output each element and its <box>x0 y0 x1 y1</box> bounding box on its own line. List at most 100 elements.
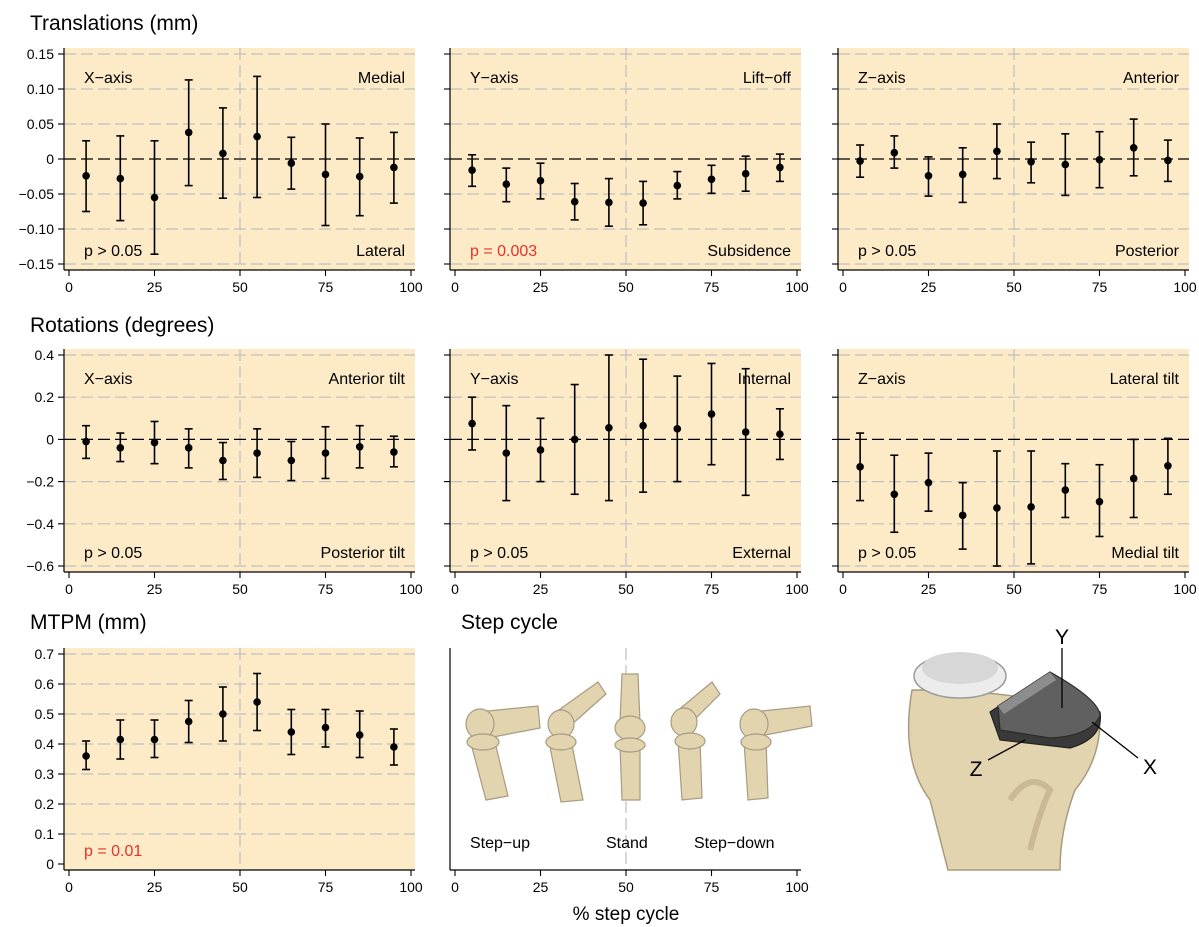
x-tick-label: 50 <box>232 581 248 597</box>
x-tick-label: 0 <box>451 279 459 295</box>
x-tick-label: 100 <box>399 279 423 295</box>
data-point <box>958 170 967 179</box>
y-tick-label: 0.15 <box>27 46 54 62</box>
shared-x-axis-label: % step cycle <box>573 904 680 925</box>
x-tick-label: 0 <box>451 879 459 895</box>
y-tick-label: 0.5 <box>35 706 55 722</box>
x-tick-label: 0 <box>839 279 847 295</box>
data-point <box>924 478 933 487</box>
panel-axis-title: Z−axis <box>858 371 906 388</box>
data-point <box>184 128 193 137</box>
implant-x-axis-label: X <box>1143 756 1157 779</box>
data-point <box>287 728 296 736</box>
data-point <box>1027 503 1035 511</box>
data-point <box>673 425 682 433</box>
data-point <box>1164 461 1172 470</box>
data-point <box>993 504 1001 512</box>
data-point <box>502 180 511 188</box>
data-point <box>321 449 330 457</box>
chart-trans-y: Y−axis Lift−off Subsidence p = 0.003 0 25 50 75… <box>444 48 809 295</box>
x-tick-label: 25 <box>921 581 937 597</box>
data-point <box>707 175 716 184</box>
direction-label-positive: Medial <box>358 70 405 87</box>
direction-label-positive: Anterior tilt <box>329 371 406 388</box>
p-value-label: p > 0.05 <box>84 243 142 260</box>
step-up-label: Step−up <box>470 835 530 852</box>
data-point <box>468 419 476 428</box>
data-point <box>253 132 261 141</box>
x-tick-label: 25 <box>147 279 163 295</box>
panel-axis-title: Z−axis <box>858 70 906 87</box>
data-point <box>184 717 193 726</box>
y-tick-label: 0.2 <box>35 796 55 812</box>
data-point <box>502 449 511 457</box>
y-tick-label: 0 <box>46 431 54 447</box>
data-point <box>856 463 864 471</box>
data-point <box>287 159 296 167</box>
x-tick-label: 100 <box>1173 581 1197 597</box>
direction-label-negative: Lateral <box>356 243 405 260</box>
data-point <box>958 511 967 520</box>
data-point <box>355 442 364 451</box>
x-tick-label: 75 <box>1092 581 1108 597</box>
data-point <box>253 449 261 457</box>
tibial-implant-axes-icon: Y Z X <box>907 626 1157 871</box>
data-point <box>605 198 613 207</box>
knee-illustrations <box>465 673 813 803</box>
mtpm-section-title: MTPM (mm) <box>30 611 147 634</box>
data-point <box>253 698 261 706</box>
data-point <box>219 456 227 465</box>
direction-label-negative: External <box>732 545 791 562</box>
x-tick-label: 0 <box>839 581 847 597</box>
y-tick-label: 0.6 <box>35 676 55 692</box>
data-point <box>468 166 476 174</box>
x-tick-label: 75 <box>704 879 720 895</box>
y-tick-label: −0.2 <box>26 474 54 490</box>
x-tick-label: 50 <box>1006 581 1022 597</box>
chart-trans-z: Z−axis Anterior Posterior p > 0.05 0 25 50 75 10… <box>832 48 1197 295</box>
data-point <box>570 197 579 206</box>
translations-section-title: Translations (mm) <box>30 12 198 35</box>
data-point <box>1095 155 1104 164</box>
x-tick-label: 25 <box>533 879 549 895</box>
data-point <box>116 174 125 183</box>
direction-label-positive: Lift−off <box>743 70 792 87</box>
x-tick-label: 100 <box>785 279 809 295</box>
x-tick-label: 75 <box>1092 279 1108 295</box>
y-tick-label: −0.10 <box>19 221 55 237</box>
chart-rot-z: Z−axis Lateral tilt Medial tilt p > 0.05 0 25… <box>832 349 1197 597</box>
chart-rot-x: −0.6 −0.4 −0.2 0 0.2 0.4 X−axis Anterior tilt Po… <box>26 347 423 597</box>
y-tick-label: 0.4 <box>35 347 55 363</box>
x-tick-label: 75 <box>704 581 720 597</box>
panel-axis-title: Y−axis <box>470 371 518 388</box>
data-point <box>355 731 364 739</box>
data-point <box>536 446 545 454</box>
knee-bent-icon <box>545 681 607 803</box>
data-point <box>390 743 398 751</box>
p-value-label: p = 0.01 <box>84 843 142 860</box>
direction-label-negative: Posterior <box>1115 243 1180 260</box>
x-tick-label: 50 <box>618 279 634 295</box>
step-down-label: Step−down <box>694 835 775 852</box>
x-tick-label: 50 <box>232 879 248 895</box>
data-point <box>184 444 193 452</box>
data-point <box>993 147 1001 156</box>
y-tick-label: 0 <box>46 856 54 872</box>
data-point <box>82 437 90 446</box>
data-point <box>390 448 398 456</box>
x-tick-label: 100 <box>399 581 423 597</box>
data-point <box>321 170 330 179</box>
x-tick-label: 25 <box>533 581 549 597</box>
x-tick-label: 75 <box>704 279 720 295</box>
data-point <box>287 456 296 465</box>
implant-z-axis-label: Z <box>970 758 983 781</box>
direction-label-positive: Anterior <box>1123 70 1180 87</box>
y-tick-label: 0.4 <box>35 736 55 752</box>
data-point <box>890 490 899 499</box>
data-point <box>570 435 579 444</box>
x-tick-label: 75 <box>318 279 334 295</box>
data-point <box>355 172 364 181</box>
data-point <box>741 428 750 436</box>
data-point <box>150 438 159 447</box>
data-point <box>150 735 159 744</box>
